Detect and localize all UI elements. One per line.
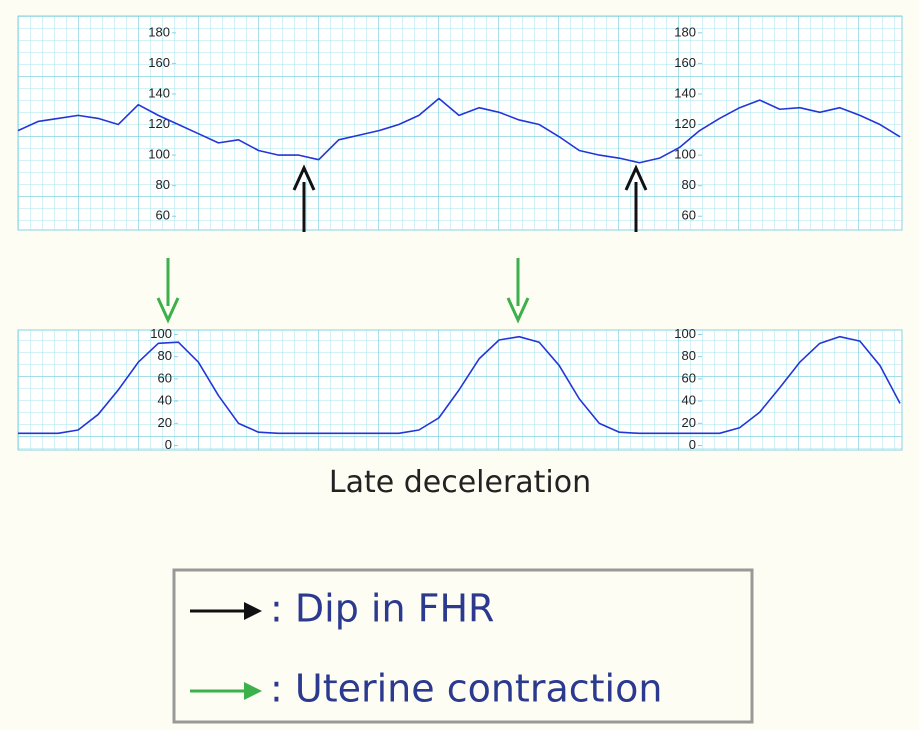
uc-panel-grid: [17, 329, 903, 451]
dip-arrow-head: [292, 164, 316, 191]
y-tick-label: 140: [148, 85, 170, 100]
y-tick-label: 100: [674, 147, 696, 162]
y-tick-label: 20: [158, 415, 172, 430]
y-tick-label: 20: [682, 415, 696, 430]
legend-label: : Dip in FHR: [270, 587, 494, 631]
y-tick-label: 100: [674, 326, 696, 341]
y-tick-label: 60: [158, 370, 172, 385]
y-tick-label: 60: [682, 370, 696, 385]
y-tick-label: 120: [148, 116, 170, 131]
y-tick-label: 100: [148, 147, 170, 162]
y-tick-label: 80: [682, 177, 696, 192]
y-tick-label: 160: [148, 55, 170, 70]
trace-line: [18, 335, 901, 435]
y-tick-label: 60: [682, 208, 696, 223]
dip-arrow-head: [624, 164, 648, 191]
y-tick-label: 60: [156, 208, 170, 223]
contraction-arrow-head: [156, 297, 180, 324]
y-tick-label: 80: [682, 348, 696, 363]
trace-line: [17, 97, 901, 164]
y-tick-label: 80: [156, 177, 170, 192]
legend-box: [172, 568, 754, 724]
legend-arrow-head: [244, 682, 262, 700]
y-tick-label: 160: [674, 55, 696, 70]
legend-label: : Uterine contraction: [270, 667, 662, 711]
y-tick-label: 180: [674, 24, 696, 39]
y-tick-label: 120: [674, 116, 696, 131]
fhr-panel-grid: [17, 15, 903, 231]
y-tick-label: 80: [158, 348, 172, 363]
caption: Late deceleration: [329, 465, 591, 500]
y-tick-label: 100: [150, 326, 172, 341]
y-tick-label: 40: [158, 393, 172, 408]
y-tick-label: 40: [682, 393, 696, 408]
contraction-arrow-head: [506, 297, 530, 324]
y-tick-label: 0: [689, 437, 696, 452]
legend-arrow-head: [244, 602, 262, 620]
y-tick-label: 140: [674, 85, 696, 100]
y-tick-label: 0: [165, 437, 172, 452]
y-tick-label: 180: [148, 24, 170, 39]
